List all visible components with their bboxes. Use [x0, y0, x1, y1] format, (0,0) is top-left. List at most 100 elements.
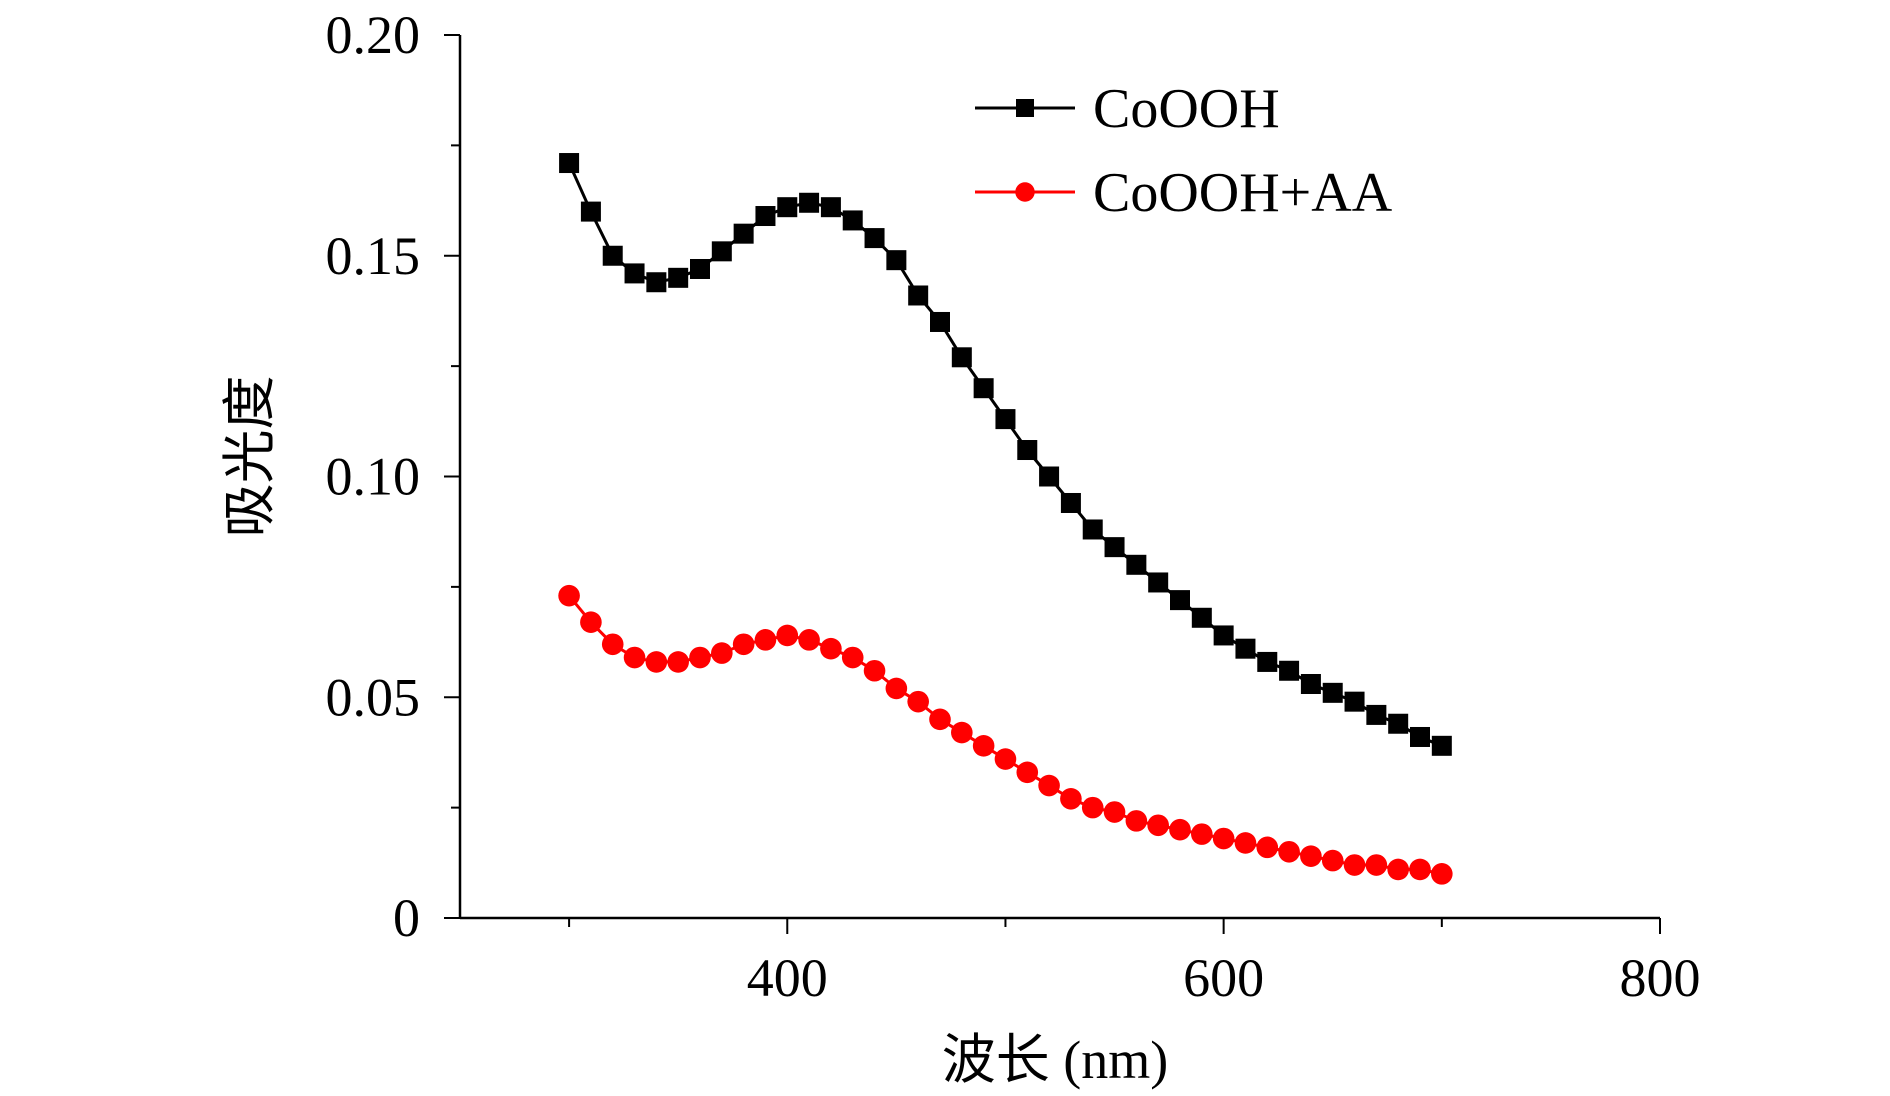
data-point-circle [1212, 827, 1235, 850]
series-line [567, 594, 1443, 876]
series-group [558, 153, 1453, 885]
data-point-circle [754, 629, 777, 651]
data-point-square [864, 228, 885, 249]
y-tick-label: 0.05 [326, 667, 421, 727]
data-point-circle [841, 646, 864, 669]
data-point-circle [951, 721, 973, 744]
data-point-circle [1343, 854, 1366, 876]
data-point-circle [885, 677, 908, 700]
data-point-square [1126, 554, 1147, 575]
data-point-square [1344, 691, 1365, 712]
y-tick-label: 0 [393, 888, 420, 948]
data-point-square [580, 201, 601, 222]
data-point-circle [1256, 836, 1279, 859]
series-coooh-aa [558, 584, 1453, 885]
data-point-square [930, 311, 950, 332]
data-point-circle [711, 642, 733, 664]
legend-label: CoOOH+AA [1093, 162, 1393, 224]
data-point-circle [1147, 814, 1169, 837]
data-point-circle [820, 637, 842, 660]
y-tick-label: 0.20 [326, 5, 421, 65]
data-point-circle [1015, 182, 1035, 202]
data-point-circle [1081, 796, 1104, 819]
x-axis-title: 波长 (nm) [942, 1030, 1168, 1090]
data-point-square [1039, 466, 1060, 487]
data-point-circle [929, 708, 951, 731]
x-tick-label: 600 [1183, 948, 1264, 1008]
data-point-circle [1365, 854, 1388, 876]
y-tick-label: 0.15 [326, 226, 421, 286]
data-point-square [1060, 492, 1081, 513]
data-point-square [1016, 99, 1034, 117]
series-coooh [559, 153, 1452, 756]
data-point-square [908, 285, 929, 306]
data-point-circle [1125, 810, 1148, 832]
data-point-square [1213, 625, 1234, 646]
data-point-circle [863, 659, 886, 682]
data-point-circle [667, 651, 689, 673]
data-point-square [973, 378, 994, 399]
data-point-square [1104, 537, 1125, 558]
data-point-circle [1409, 858, 1431, 881]
data-point-circle [580, 611, 602, 633]
data-point-circle [776, 624, 799, 647]
data-point-circle [689, 646, 711, 669]
data-point-square [995, 409, 1016, 430]
data-point-circle [1038, 774, 1060, 797]
data-point-circle [623, 646, 646, 669]
legend-label: CoOOH [1093, 78, 1280, 140]
data-point-square [951, 347, 972, 368]
y-tick-label: 0.10 [326, 447, 421, 507]
data-point-circle [645, 651, 668, 673]
data-point-square [755, 206, 776, 227]
data-point-circle [1387, 858, 1409, 881]
data-point-square [1279, 660, 1300, 681]
data-point-circle [1191, 823, 1213, 845]
data-point-circle [558, 584, 580, 607]
legend: CoOOH CoOOH+AA [975, 78, 1393, 224]
data-point-circle [1431, 863, 1453, 885]
data-point-circle [1278, 840, 1300, 863]
axes: 400 600 800 0 0.05 0.10 0.15 0.20 [326, 5, 1701, 1008]
data-point-circle [1103, 801, 1126, 823]
data-point-square [559, 153, 580, 174]
data-point-square [1257, 651, 1278, 672]
data-point-circle [601, 633, 624, 656]
data-point-square [1366, 704, 1387, 725]
data-point-square [624, 263, 645, 284]
data-point-circle [798, 629, 820, 651]
data-point-square [1410, 726, 1430, 747]
data-point-square [602, 245, 623, 266]
data-point-square [886, 250, 907, 271]
data-point-square [1148, 572, 1169, 593]
data-point-square [1235, 638, 1256, 659]
data-point-square [1322, 682, 1343, 703]
data-point-circle [1300, 845, 1322, 867]
data-point-square [711, 241, 732, 262]
data-point-circle [1060, 787, 1082, 810]
data-point-circle [732, 633, 755, 656]
data-point-square [733, 223, 754, 244]
data-point-square [1191, 607, 1212, 628]
data-point-square [668, 267, 689, 288]
data-point-square [842, 210, 863, 231]
data-point-square [820, 197, 841, 218]
data-point-square [1170, 590, 1190, 611]
data-point-circle [1169, 818, 1191, 841]
x-tick-label: 400 [747, 948, 828, 1008]
x-tick-label: 800 [1620, 948, 1701, 1008]
data-point-circle [1016, 761, 1039, 784]
data-point-circle [972, 735, 995, 757]
data-point-circle [1234, 832, 1257, 854]
data-point-square [1300, 674, 1321, 695]
data-point-circle [907, 690, 929, 713]
data-point-square [1431, 735, 1452, 756]
data-point-circle [994, 748, 1017, 770]
data-point-square [1082, 519, 1103, 540]
data-point-circle [1321, 849, 1344, 872]
data-point-square [1017, 440, 1038, 461]
data-point-square [690, 258, 710, 279]
data-point-square [777, 197, 798, 218]
